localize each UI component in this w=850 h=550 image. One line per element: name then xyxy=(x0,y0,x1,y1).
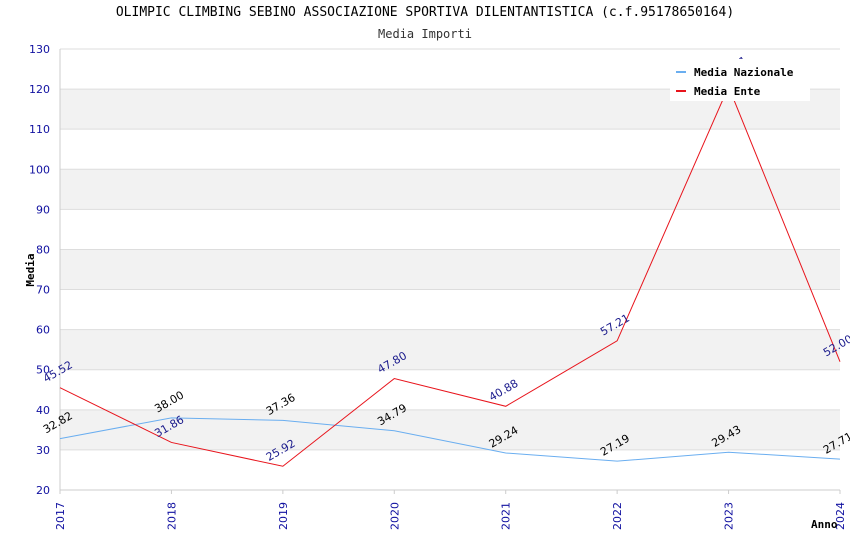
chart-subtitle: Media Importi xyxy=(378,27,472,41)
y-tick-label: 60 xyxy=(36,324,50,337)
y-tick-labels: 20 30 40 50 60 70 80 90 100 110 120 130 xyxy=(29,43,50,497)
series-lines xyxy=(59,85,841,467)
grid-band xyxy=(60,329,840,370)
x-axis-label: Anno xyxy=(811,518,838,531)
x-tick-label: 2022 xyxy=(611,502,624,530)
y-tick-label: 50 xyxy=(36,364,50,377)
x-tick-label: 2017 xyxy=(54,502,67,530)
y-tick-label: 120 xyxy=(29,83,50,96)
legend: Media Nazionale Media Ente xyxy=(670,59,810,101)
x-tick-label: 2023 xyxy=(723,502,736,530)
x-tick-label: 2024 xyxy=(834,502,847,530)
axes xyxy=(59,49,841,494)
y-tick-label: 30 xyxy=(36,444,50,457)
y-axis-label: Media xyxy=(24,253,37,286)
y-tick-label: 90 xyxy=(36,203,50,216)
y-tick-label: 20 xyxy=(36,484,50,497)
x-tick-label: 2021 xyxy=(500,502,513,530)
y-tick-label: 130 xyxy=(29,43,50,56)
series-line xyxy=(59,85,841,467)
y-tick-label: 110 xyxy=(29,123,50,136)
legend-label: Media Ente xyxy=(694,85,761,98)
grid-band xyxy=(60,409,840,450)
y-tick-label: 70 xyxy=(36,284,50,297)
grid-band xyxy=(60,249,840,290)
x-tick-label: 2020 xyxy=(388,502,401,530)
data-label: 40.88 xyxy=(487,377,521,404)
y-tick-label: 100 xyxy=(29,163,50,176)
y-tick-label: 80 xyxy=(36,243,50,256)
legend-label: Media Nazionale xyxy=(694,66,794,79)
chart-title: OLIMPIC CLIMBING SEBINO ASSOCIAZIONE SPO… xyxy=(115,5,735,20)
series-line xyxy=(59,417,841,462)
data-label: 45.52 xyxy=(41,358,75,385)
x-tick-labels: 2017 2018 2019 2020 2021 2022 2023 2024 xyxy=(54,502,847,530)
x-tick-label: 2019 xyxy=(277,502,290,530)
x-tick-label: 2018 xyxy=(165,502,178,530)
legend-box xyxy=(670,59,810,101)
grid-band xyxy=(60,169,840,210)
y-tick-label: 40 xyxy=(36,404,50,417)
grid-lines xyxy=(60,48,840,491)
